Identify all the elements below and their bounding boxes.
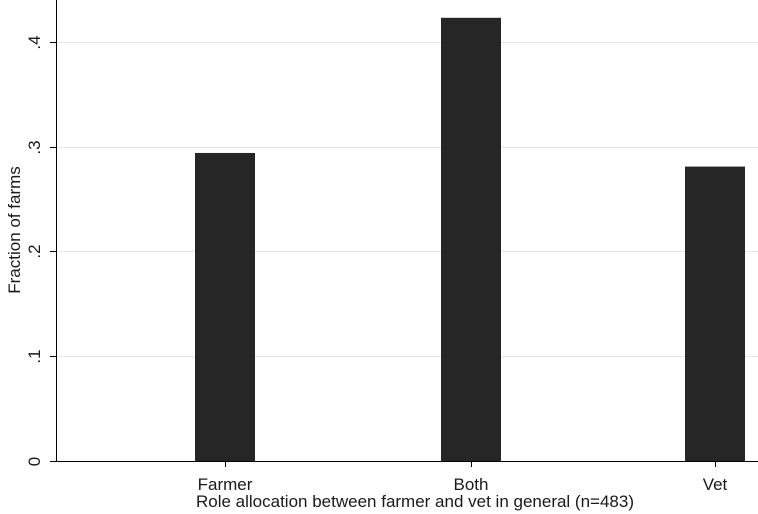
x-axis-title: Role allocation between farmer and vet i… [196, 492, 634, 511]
x-axis-ticks: Farmer Both Vet [198, 461, 728, 494]
x-tick-label: Both [454, 475, 489, 494]
gridlines [56, 42, 758, 357]
y-tick-label: .2 [25, 244, 44, 258]
bar-both [441, 17, 501, 461]
bar-farmer [195, 152, 255, 461]
y-tick-label: .3 [25, 140, 44, 154]
axes [56, 0, 758, 462]
bar-vet [685, 166, 745, 462]
bars [195, 17, 745, 462]
x-tick-label: Vet [703, 475, 728, 494]
y-tick-label: .1 [25, 349, 44, 363]
y-axis-ticks: 0 .1 .2 .3 .4 [25, 35, 56, 466]
x-tick-label: Farmer [198, 475, 253, 494]
y-tick-label: 0 [25, 457, 44, 466]
y-axis-title: Fraction of farms [5, 166, 24, 294]
y-tick-label: .4 [25, 35, 44, 49]
